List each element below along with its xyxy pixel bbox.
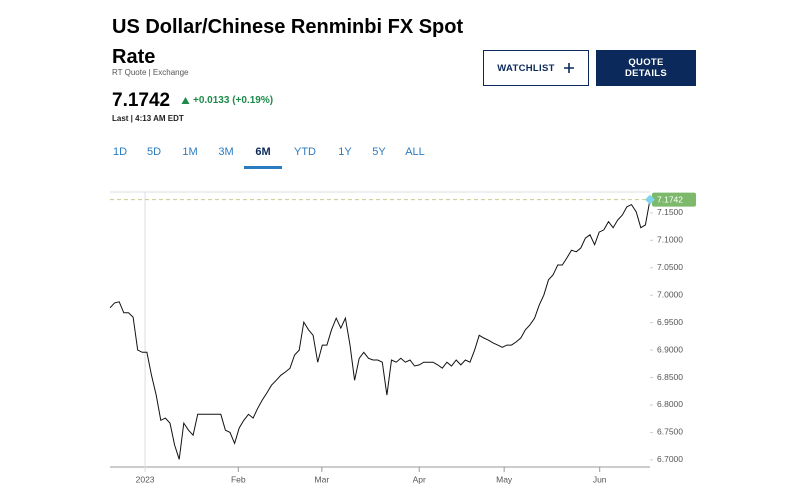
y-tick-label: 7.0000	[657, 289, 683, 299]
range-tab[interactable]: YTD	[294, 146, 316, 158]
range-tab[interactable]: 1Y	[338, 146, 352, 158]
x-tick-label: May	[496, 474, 513, 484]
y-tick-label: 6.9000	[657, 344, 683, 354]
range-tab[interactable]: 5D	[146, 146, 162, 158]
y-tick-label: 7.0500	[657, 262, 683, 272]
y-tick-label: 6.8000	[657, 399, 683, 409]
y-tick-label: 7.1500	[657, 207, 683, 217]
y-tick-label: 6.8500	[657, 372, 683, 382]
last-price-badge	[652, 192, 696, 207]
range-tab[interactable]: 3M	[218, 146, 234, 158]
watchlist-button[interactable]: WATCHLIST	[483, 50, 589, 86]
x-tick-label: Apr	[413, 474, 426, 484]
y-tick-label: 7.1000	[657, 235, 683, 245]
x-tick-label: Feb	[231, 474, 246, 484]
plus-icon	[563, 63, 574, 73]
price-change: +0.0133 (+0.19%)	[193, 95, 274, 106]
y-tick-label: 6.9500	[657, 317, 683, 327]
up-arrow	[181, 97, 190, 104]
x-tick-label: 2023	[136, 474, 155, 484]
y-tick-label: 6.7500	[657, 427, 683, 437]
quote-details-button[interactable]: QUOTE DETAILS	[596, 50, 696, 86]
title: US Dollar/Chinese Renminbi FX Spot Rate	[112, 16, 464, 68]
subtitle: RT Quote | Exchange	[112, 68, 189, 77]
price: 7.1742	[112, 90, 171, 111]
last-time: Last | 4:13 AM EDT	[112, 114, 184, 123]
range-tab[interactable]: 6M	[244, 144, 282, 169]
last-price-marker	[645, 194, 655, 205]
price-line	[109, 199, 651, 460]
range-tab[interactable]: 1D	[112, 146, 128, 158]
range-tab[interactable]: ALL	[405, 146, 425, 158]
x-tick-label: Jun	[593, 474, 607, 484]
range-tab[interactable]: 1M	[182, 146, 198, 158]
range-tab[interactable]: 5Y	[372, 146, 386, 158]
range-tabs: 1D 5D 1M 3M 6M YTD 1Y 5Y ALL	[112, 144, 434, 169]
x-tick-label: Mar	[315, 474, 330, 484]
last-price-label: 7.1742	[657, 194, 683, 204]
watchlist-label: WATCHLIST	[497, 62, 555, 74]
y-tick-label: 6.7000	[657, 454, 683, 464]
